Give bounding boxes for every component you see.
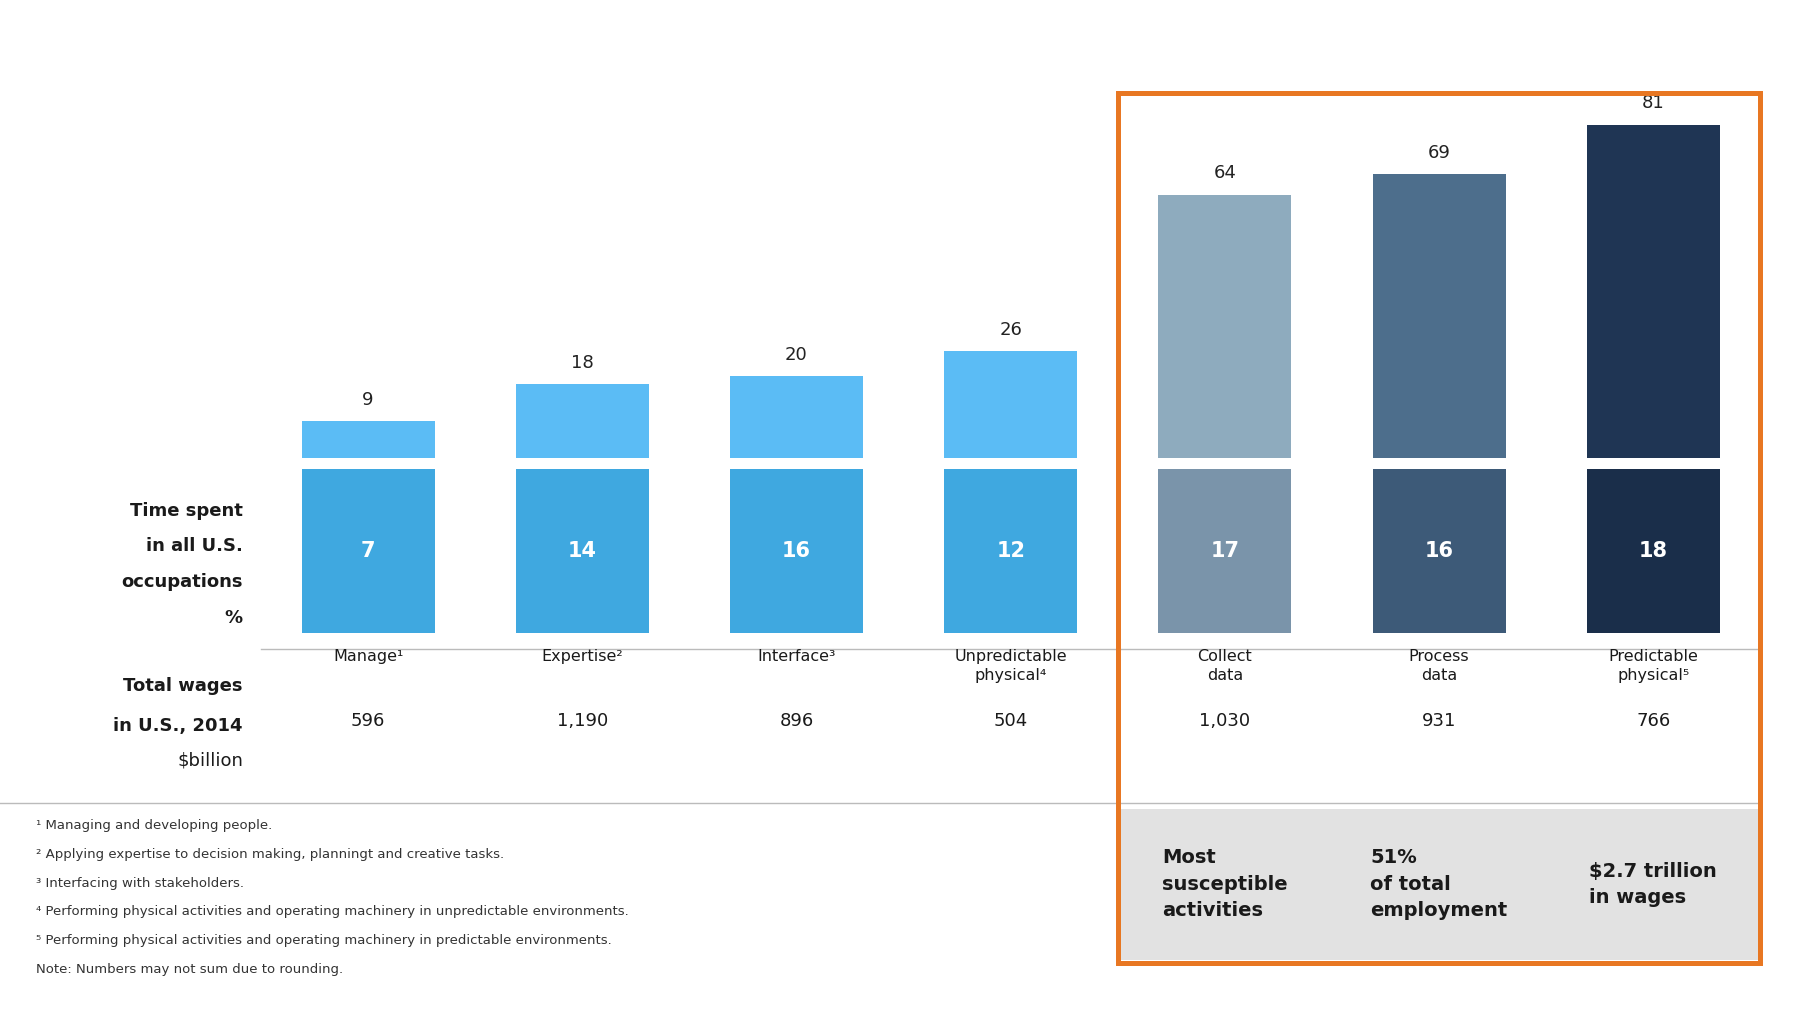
Text: 18: 18 <box>1638 541 1669 561</box>
Text: 69: 69 <box>1427 144 1451 162</box>
Text: 7: 7 <box>360 541 376 561</box>
Bar <box>1373 469 1505 633</box>
Text: 931: 931 <box>1422 712 1456 730</box>
Bar <box>302 469 434 633</box>
Bar <box>731 376 862 458</box>
Bar <box>1373 174 1505 458</box>
Text: ⁴ Performing physical activities and operating machinery in unpredictable enviro: ⁴ Performing physical activities and ope… <box>36 905 628 919</box>
Bar <box>1588 469 1719 633</box>
Bar <box>1118 93 1760 963</box>
Text: Interface³: Interface³ <box>758 649 835 664</box>
Text: $billion: $billion <box>176 751 243 769</box>
Text: Expertise²: Expertise² <box>542 649 623 664</box>
Text: ³ Interfacing with stakeholders.: ³ Interfacing with stakeholders. <box>36 877 245 890</box>
Text: 1,030: 1,030 <box>1199 712 1251 730</box>
Bar <box>1118 93 1760 963</box>
Text: 20: 20 <box>785 346 808 364</box>
Text: in all U.S.: in all U.S. <box>146 537 243 555</box>
Text: %: % <box>225 609 243 627</box>
Text: in U.S., 2014: in U.S., 2014 <box>113 717 243 735</box>
Text: 26: 26 <box>999 321 1022 339</box>
Text: 1,190: 1,190 <box>556 712 608 730</box>
Text: ⁵ Performing physical activities and operating machinery in predictable environm: ⁵ Performing physical activities and ope… <box>36 934 612 948</box>
Text: Manage¹: Manage¹ <box>333 649 403 664</box>
Text: 17: 17 <box>1210 541 1240 561</box>
Text: 896: 896 <box>779 712 814 730</box>
Text: occupations: occupations <box>121 573 243 591</box>
Text: Note: Numbers may not sum due to rounding.: Note: Numbers may not sum due to roundin… <box>36 963 344 976</box>
Text: 596: 596 <box>351 712 385 730</box>
Text: 64: 64 <box>1213 165 1237 182</box>
Text: Process
data: Process data <box>1409 649 1469 683</box>
Text: Collect
data: Collect data <box>1197 649 1253 683</box>
Bar <box>1118 809 1760 960</box>
Text: Total wages: Total wages <box>124 678 243 695</box>
Text: 18: 18 <box>571 354 594 372</box>
Text: 766: 766 <box>1636 712 1670 730</box>
Bar <box>731 469 862 633</box>
Bar <box>1588 125 1719 458</box>
Text: Predictable
physical⁵: Predictable physical⁵ <box>1609 649 1697 683</box>
Bar <box>302 421 434 458</box>
Bar <box>1159 195 1291 458</box>
Bar <box>517 384 648 458</box>
Bar <box>1159 469 1291 633</box>
Text: 9: 9 <box>362 391 374 409</box>
Bar <box>945 469 1076 633</box>
Text: ¹ Managing and developing people.: ¹ Managing and developing people. <box>36 819 272 832</box>
Text: 504: 504 <box>994 712 1028 730</box>
Text: Unpredictable
physical⁴: Unpredictable physical⁴ <box>954 649 1067 683</box>
Text: 16: 16 <box>1424 541 1454 561</box>
Text: 16: 16 <box>781 541 812 561</box>
Text: 14: 14 <box>567 541 598 561</box>
Bar <box>945 351 1076 458</box>
Bar <box>517 469 648 633</box>
Text: Time spent: Time spent <box>130 503 243 520</box>
Text: Most
susceptible
activities: Most susceptible activities <box>1163 849 1287 920</box>
Text: 81: 81 <box>1642 95 1665 112</box>
Text: 51%
of total
employment: 51% of total employment <box>1370 849 1508 920</box>
Text: 12: 12 <box>995 541 1026 561</box>
Text: ² Applying expertise to decision making, planningt and creative tasks.: ² Applying expertise to decision making,… <box>36 848 504 861</box>
Text: $2.7 trillion
in wages: $2.7 trillion in wages <box>1589 861 1717 907</box>
